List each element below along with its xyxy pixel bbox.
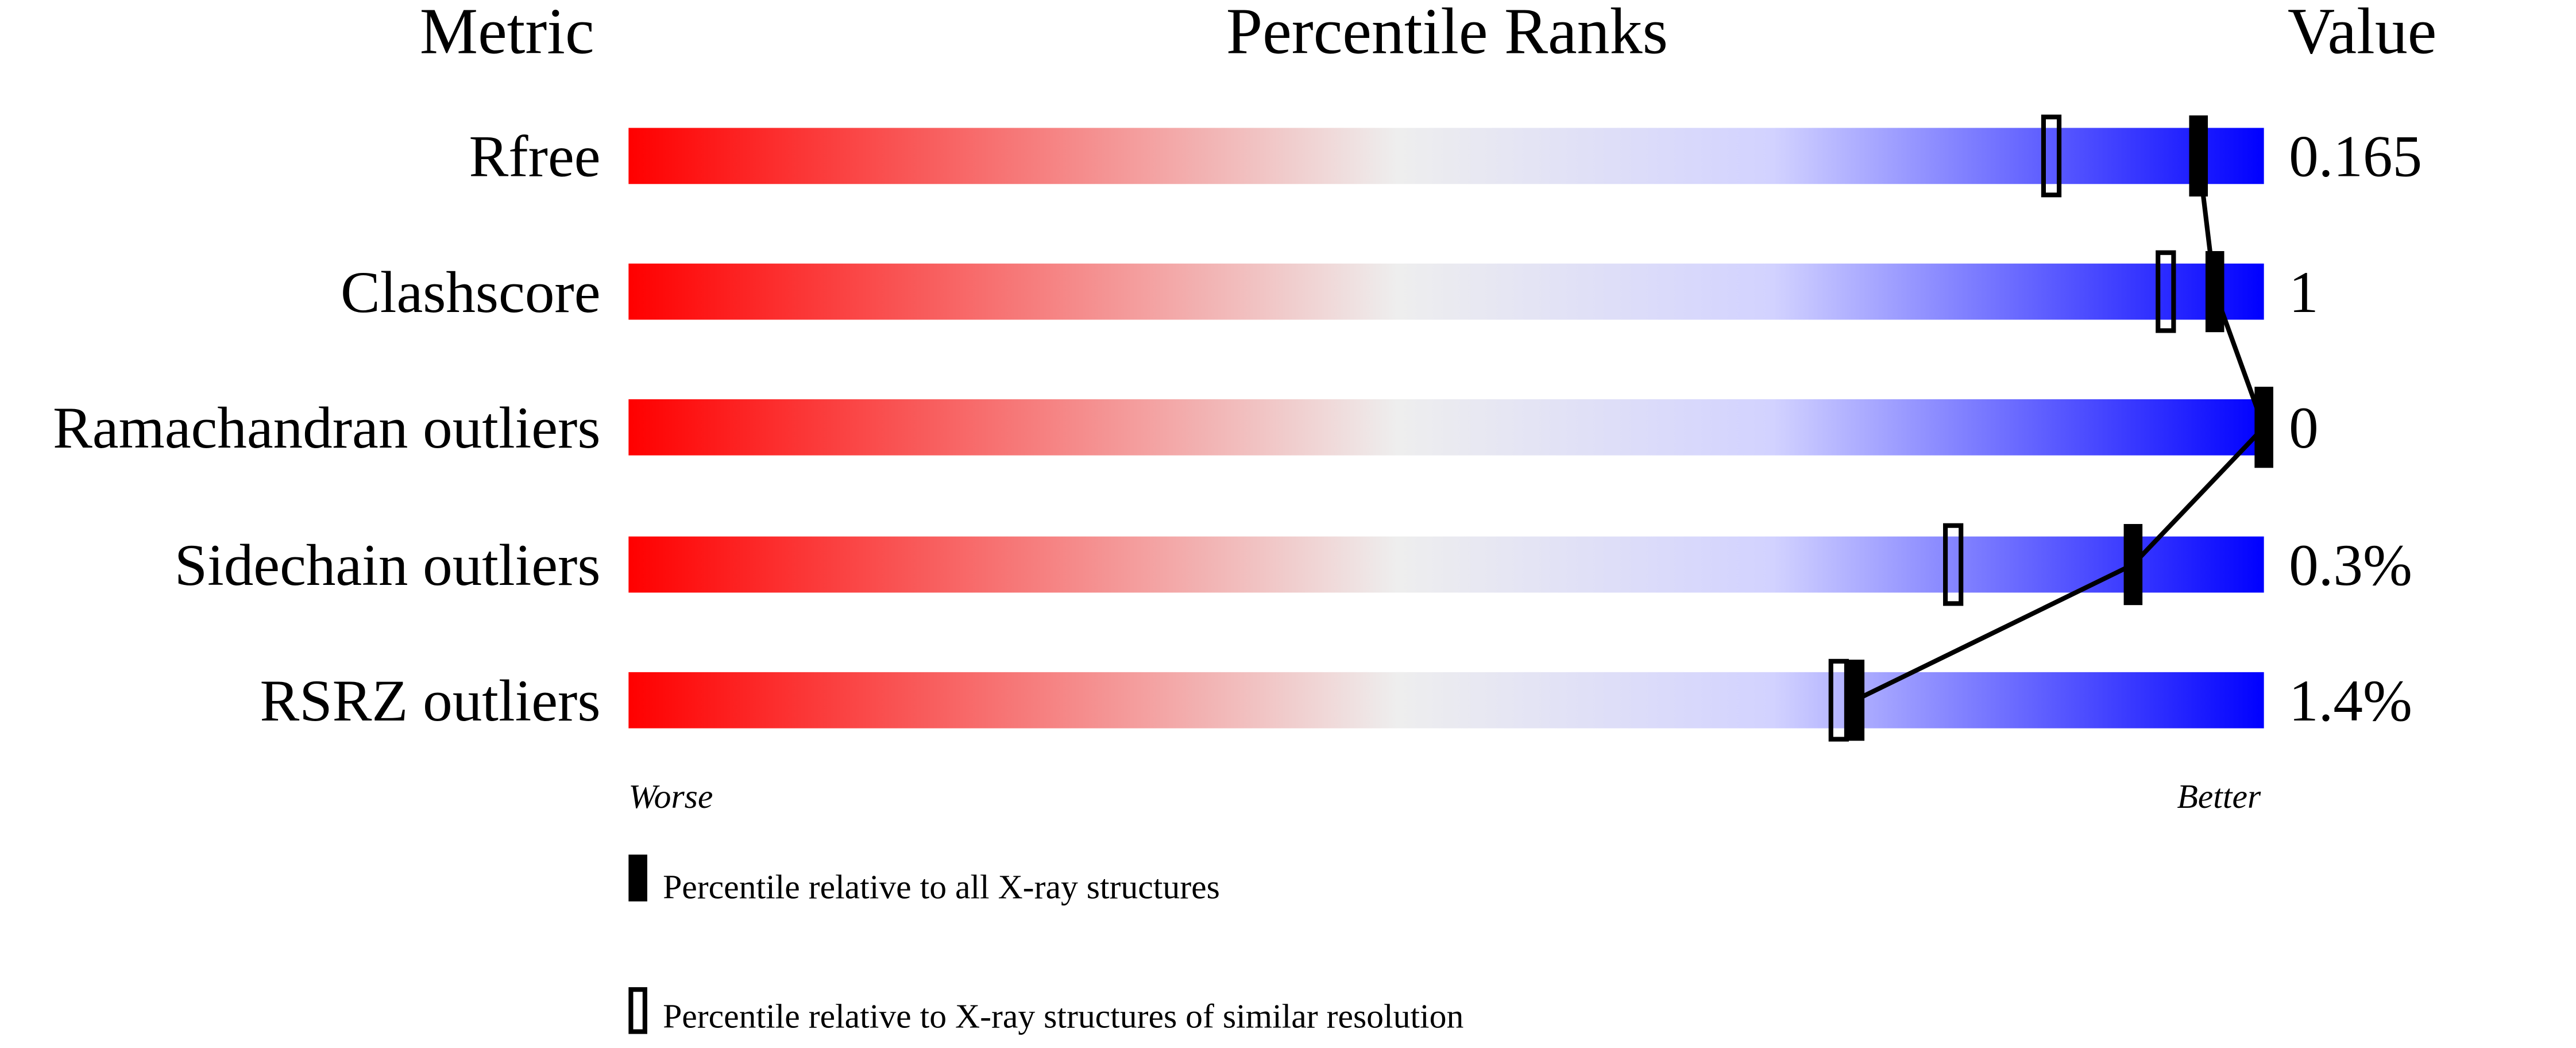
metric-value: 1.4%: [2289, 668, 2412, 734]
header-value: Value: [2288, 0, 2437, 67]
metric-label: RSRZ outliers: [260, 668, 600, 734]
metric-value: 0.165: [2289, 124, 2422, 190]
similar-resolution-marker: [1943, 523, 1964, 606]
all-structures-marker: [2189, 115, 2208, 196]
percentile-bar: [628, 536, 2264, 593]
metric-value: 0: [2289, 395, 2319, 461]
metric-label: Ramachandran outliers: [53, 395, 601, 461]
metric-label: Rfree: [469, 124, 600, 190]
percentile-bar: [628, 263, 2264, 320]
metric-value: 1: [2289, 260, 2319, 325]
axis-better-label: Better: [2177, 777, 2261, 815]
all-structures-marker: [2254, 387, 2273, 468]
all-structures-marker: [2123, 524, 2143, 606]
similar-resolution-marker: [2156, 250, 2176, 333]
metric-label: Sidechain outliers: [175, 533, 601, 598]
axis-worse-label: Worse: [628, 777, 713, 815]
header-metric: Metric: [420, 0, 594, 67]
legend-open-label: Percentile relative to X-ray structures …: [663, 997, 1463, 1035]
metric-value: 0.3%: [2289, 533, 2412, 598]
all-structures-marker: [1845, 660, 1865, 741]
percentile-bar: [628, 672, 2264, 729]
percentile-bar: [628, 128, 2264, 184]
metric-label: Clashscore: [341, 260, 600, 325]
legend-filled-marker: [628, 854, 647, 901]
percentile-bar: [628, 399, 2264, 456]
all-structures-marker: [2205, 251, 2224, 333]
legend-filled-label: Percentile relative to all X-ray structu…: [663, 868, 1220, 906]
similar-resolution-marker: [2041, 114, 2062, 198]
header-percentile-ranks: Percentile Ranks: [1226, 0, 1668, 67]
legend-open-marker: [628, 987, 647, 1034]
